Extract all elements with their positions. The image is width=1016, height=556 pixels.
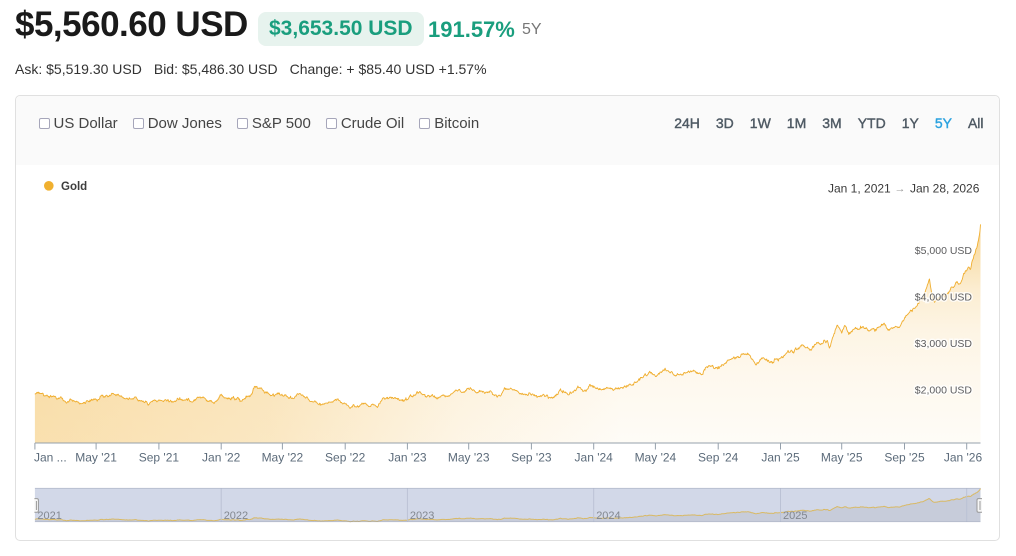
svg-text:$3,000 USD: $3,000 USD bbox=[914, 338, 972, 350]
svg-text:Sep '21: Sep '21 bbox=[138, 451, 179, 465]
svg-text:Jan '25: Jan '25 bbox=[761, 451, 800, 465]
svg-text:$5,000 USD: $5,000 USD bbox=[914, 245, 972, 257]
svg-text:Sep '22: Sep '22 bbox=[325, 451, 366, 465]
svg-text:$4,000 USD: $4,000 USD bbox=[914, 292, 972, 304]
svg-text:May '22: May '22 bbox=[261, 451, 303, 465]
svg-text:Sep '23: Sep '23 bbox=[511, 451, 552, 465]
svg-text:Jan ...: Jan ... bbox=[34, 451, 67, 465]
svg-text:Jan '24: Jan '24 bbox=[574, 451, 613, 465]
svg-text:2024: 2024 bbox=[596, 510, 620, 522]
svg-text:2022: 2022 bbox=[223, 510, 247, 522]
svg-text:2021: 2021 bbox=[37, 510, 61, 522]
svg-text:$2,000 USD: $2,000 USD bbox=[914, 385, 972, 397]
svg-text:2023: 2023 bbox=[409, 510, 433, 522]
svg-text:May '21: May '21 bbox=[75, 451, 117, 465]
svg-text:Jan '26: Jan '26 bbox=[943, 451, 982, 465]
svg-text:Jan 1, 2021→Jan 28, 2026: Jan 1, 2021 → Jan 28, 2026 bbox=[828, 182, 980, 196]
svg-text:Sep '25: Sep '25 bbox=[884, 451, 925, 465]
svg-text:May '25: May '25 bbox=[820, 451, 862, 465]
svg-text:May '23: May '23 bbox=[447, 451, 489, 465]
svg-text:Sep '24: Sep '24 bbox=[698, 451, 739, 465]
svg-text:May '24: May '24 bbox=[634, 451, 676, 465]
svg-text:2025: 2025 bbox=[783, 510, 807, 522]
svg-text:Gold: Gold bbox=[61, 181, 87, 193]
svg-text:Jan '23: Jan '23 bbox=[388, 451, 427, 465]
svg-text:Jan '22: Jan '22 bbox=[202, 451, 241, 465]
